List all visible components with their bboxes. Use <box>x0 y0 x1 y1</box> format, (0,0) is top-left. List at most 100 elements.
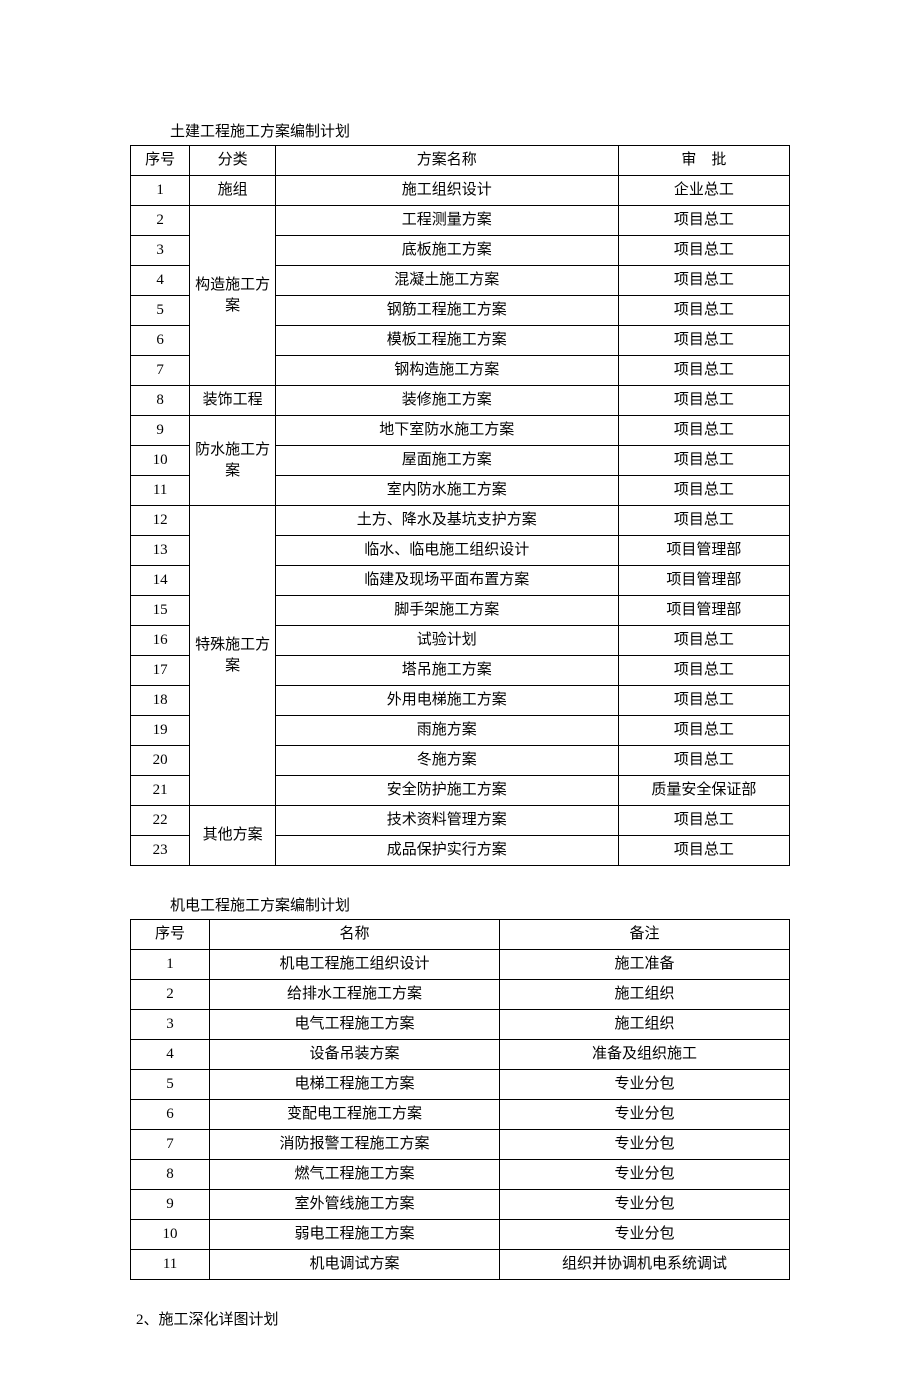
table-row: 5电梯工程施工方案专业分包 <box>131 1070 790 1100</box>
cell-name: 电气工程施工方案 <box>210 1010 500 1040</box>
cell-approval: 项目管理部 <box>618 566 789 596</box>
table-row: 10弱电工程施工方案专业分包 <box>131 1220 790 1250</box>
table1-header-seq: 序号 <box>131 146 190 176</box>
cell-seq: 4 <box>131 1040 210 1070</box>
cell-note: 专业分包 <box>500 1070 790 1100</box>
table2-header-seq: 序号 <box>131 920 210 950</box>
cell-name: 试验计划 <box>275 626 618 656</box>
cell-name: 混凝土施工方案 <box>275 266 618 296</box>
cell-name: 机电调试方案 <box>210 1250 500 1280</box>
table-row: 7消防报警工程施工方案专业分包 <box>131 1130 790 1160</box>
table2-header-row: 序号 名称 备注 <box>131 920 790 950</box>
table-row: 6变配电工程施工方案专业分包 <box>131 1100 790 1130</box>
cell-note: 专业分包 <box>500 1220 790 1250</box>
cell-seq: 10 <box>131 1220 210 1250</box>
cell-seq: 23 <box>131 836 190 866</box>
table-row: 11机电调试方案组织并协调机电系统调试 <box>131 1250 790 1280</box>
cell-name: 临建及现场平面布置方案 <box>275 566 618 596</box>
cell-approval: 项目总工 <box>618 356 789 386</box>
cell-name: 地下室防水施工方案 <box>275 416 618 446</box>
cell-seq: 8 <box>131 1160 210 1190</box>
table-row: 12特殊施工方案土方、降水及基坑支护方案项目总工 <box>131 506 790 536</box>
cell-seq: 7 <box>131 1130 210 1160</box>
cell-seq: 17 <box>131 656 190 686</box>
cell-name: 安全防护施工方案 <box>275 776 618 806</box>
cell-approval: 项目总工 <box>618 416 789 446</box>
table1-header-category: 分类 <box>190 146 276 176</box>
cell-approval: 项目总工 <box>618 626 789 656</box>
table2-header-name: 名称 <box>210 920 500 950</box>
cell-name: 成品保护实行方案 <box>275 836 618 866</box>
cell-approval: 项目管理部 <box>618 536 789 566</box>
cell-seq: 8 <box>131 386 190 416</box>
cell-name: 底板施工方案 <box>275 236 618 266</box>
cell-note: 专业分包 <box>500 1130 790 1160</box>
cell-name: 雨施方案 <box>275 716 618 746</box>
cell-seq: 14 <box>131 566 190 596</box>
cell-name: 设备吊装方案 <box>210 1040 500 1070</box>
cell-seq: 1 <box>131 950 210 980</box>
table1-header-row: 序号 分类 方案名称 审 批 <box>131 146 790 176</box>
cell-seq: 3 <box>131 236 190 266</box>
cell-seq: 19 <box>131 716 190 746</box>
cell-category: 构造施工方案 <box>190 206 276 386</box>
cell-seq: 20 <box>131 746 190 776</box>
cell-name: 变配电工程施工方案 <box>210 1100 500 1130</box>
table-row: 2给排水工程施工方案施工组织 <box>131 980 790 1010</box>
cell-note: 准备及组织施工 <box>500 1040 790 1070</box>
cell-approval: 质量安全保证部 <box>618 776 789 806</box>
cell-approval: 项目总工 <box>618 236 789 266</box>
cell-name: 机电工程施工组织设计 <box>210 950 500 980</box>
cell-seq: 18 <box>131 686 190 716</box>
table-row: 1施组施工组织设计企业总工 <box>131 176 790 206</box>
table1-title: 土建工程施工方案编制计划 <box>170 120 790 141</box>
cell-category: 装饰工程 <box>190 386 276 416</box>
cell-approval: 项目总工 <box>618 326 789 356</box>
cell-approval: 项目总工 <box>618 506 789 536</box>
cell-name: 弱电工程施工方案 <box>210 1220 500 1250</box>
cell-seq: 1 <box>131 176 190 206</box>
table2: 序号 名称 备注 1机电工程施工组织设计施工准备2给排水工程施工方案施工组织3电… <box>130 919 790 1280</box>
cell-seq: 9 <box>131 1190 210 1220</box>
cell-seq: 15 <box>131 596 190 626</box>
cell-note: 施工组织 <box>500 1010 790 1040</box>
cell-approval: 项目总工 <box>618 476 789 506</box>
cell-category: 特殊施工方案 <box>190 506 276 806</box>
table-row: 1机电工程施工组织设计施工准备 <box>131 950 790 980</box>
cell-name: 土方、降水及基坑支护方案 <box>275 506 618 536</box>
table1-header-approval: 审 批 <box>618 146 789 176</box>
cell-name: 临水、临电施工组织设计 <box>275 536 618 566</box>
cell-note: 施工准备 <box>500 950 790 980</box>
cell-approval: 项目管理部 <box>618 596 789 626</box>
cell-name: 技术资料管理方案 <box>275 806 618 836</box>
cell-name: 室内防水施工方案 <box>275 476 618 506</box>
cell-note: 施工组织 <box>500 980 790 1010</box>
cell-name: 塔吊施工方案 <box>275 656 618 686</box>
cell-seq: 4 <box>131 266 190 296</box>
table-row: 8装饰工程装修施工方案项目总工 <box>131 386 790 416</box>
cell-name: 工程测量方案 <box>275 206 618 236</box>
cell-name: 装修施工方案 <box>275 386 618 416</box>
cell-approval: 项目总工 <box>618 266 789 296</box>
table-row: 9防水施工方案地下室防水施工方案项目总工 <box>131 416 790 446</box>
cell-seq: 2 <box>131 980 210 1010</box>
cell-note: 专业分包 <box>500 1100 790 1130</box>
cell-name: 燃气工程施工方案 <box>210 1160 500 1190</box>
cell-seq: 21 <box>131 776 190 806</box>
cell-seq: 11 <box>131 1250 210 1280</box>
cell-approval: 项目总工 <box>618 386 789 416</box>
table-row: 9室外管线施工方案专业分包 <box>131 1190 790 1220</box>
cell-approval: 项目总工 <box>618 836 789 866</box>
cell-name: 室外管线施工方案 <box>210 1190 500 1220</box>
cell-approval: 项目总工 <box>618 716 789 746</box>
table2-header-note: 备注 <box>500 920 790 950</box>
cell-seq: 5 <box>131 296 190 326</box>
cell-seq: 12 <box>131 506 190 536</box>
cell-seq: 13 <box>131 536 190 566</box>
cell-approval: 项目总工 <box>618 206 789 236</box>
cell-name: 电梯工程施工方案 <box>210 1070 500 1100</box>
cell-approval: 企业总工 <box>618 176 789 206</box>
cell-name: 屋面施工方案 <box>275 446 618 476</box>
cell-approval: 项目总工 <box>618 446 789 476</box>
cell-category: 防水施工方案 <box>190 416 276 506</box>
